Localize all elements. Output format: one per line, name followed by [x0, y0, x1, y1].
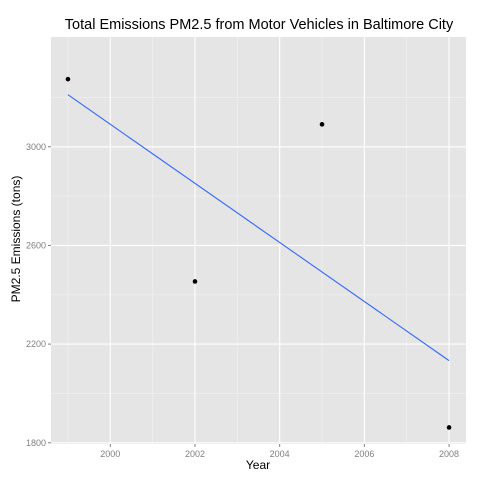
x-tick-label: 2002: [185, 449, 205, 459]
trend-line: [67, 94, 450, 362]
x-axis-ticks: 2000 2002 2004 2006 2008: [100, 444, 459, 459]
trend-layer: [67, 94, 450, 362]
data-point: [65, 76, 71, 82]
data-point: [319, 122, 325, 127]
y-axis-title: PM2.5 Emissions (tons): [9, 176, 23, 303]
x-tick-label: 2008: [439, 449, 459, 459]
y-axis-ticks: 1800 2200 2600 3000: [26, 142, 51, 448]
plot-panel: [51, 37, 466, 444]
minor-gridlines: [51, 37, 466, 444]
y-tick-label: 2200: [26, 339, 46, 349]
x-tick-label: 2000: [100, 449, 120, 459]
x-axis-title: Year: [246, 458, 270, 472]
data-point: [192, 279, 198, 284]
x-tick-label: 2004: [270, 449, 290, 459]
chart-title: Total Emissions PM2.5 from Motor Vehicle…: [65, 17, 454, 33]
major-gridlines: [51, 37, 466, 444]
y-tick-label: 1800: [26, 438, 46, 448]
data-point: [446, 425, 452, 430]
y-tick-label: 2600: [26, 240, 46, 250]
points-layer: [65, 76, 452, 430]
x-tick-label: 2006: [354, 449, 374, 459]
y-tick-label: 3000: [26, 142, 46, 152]
